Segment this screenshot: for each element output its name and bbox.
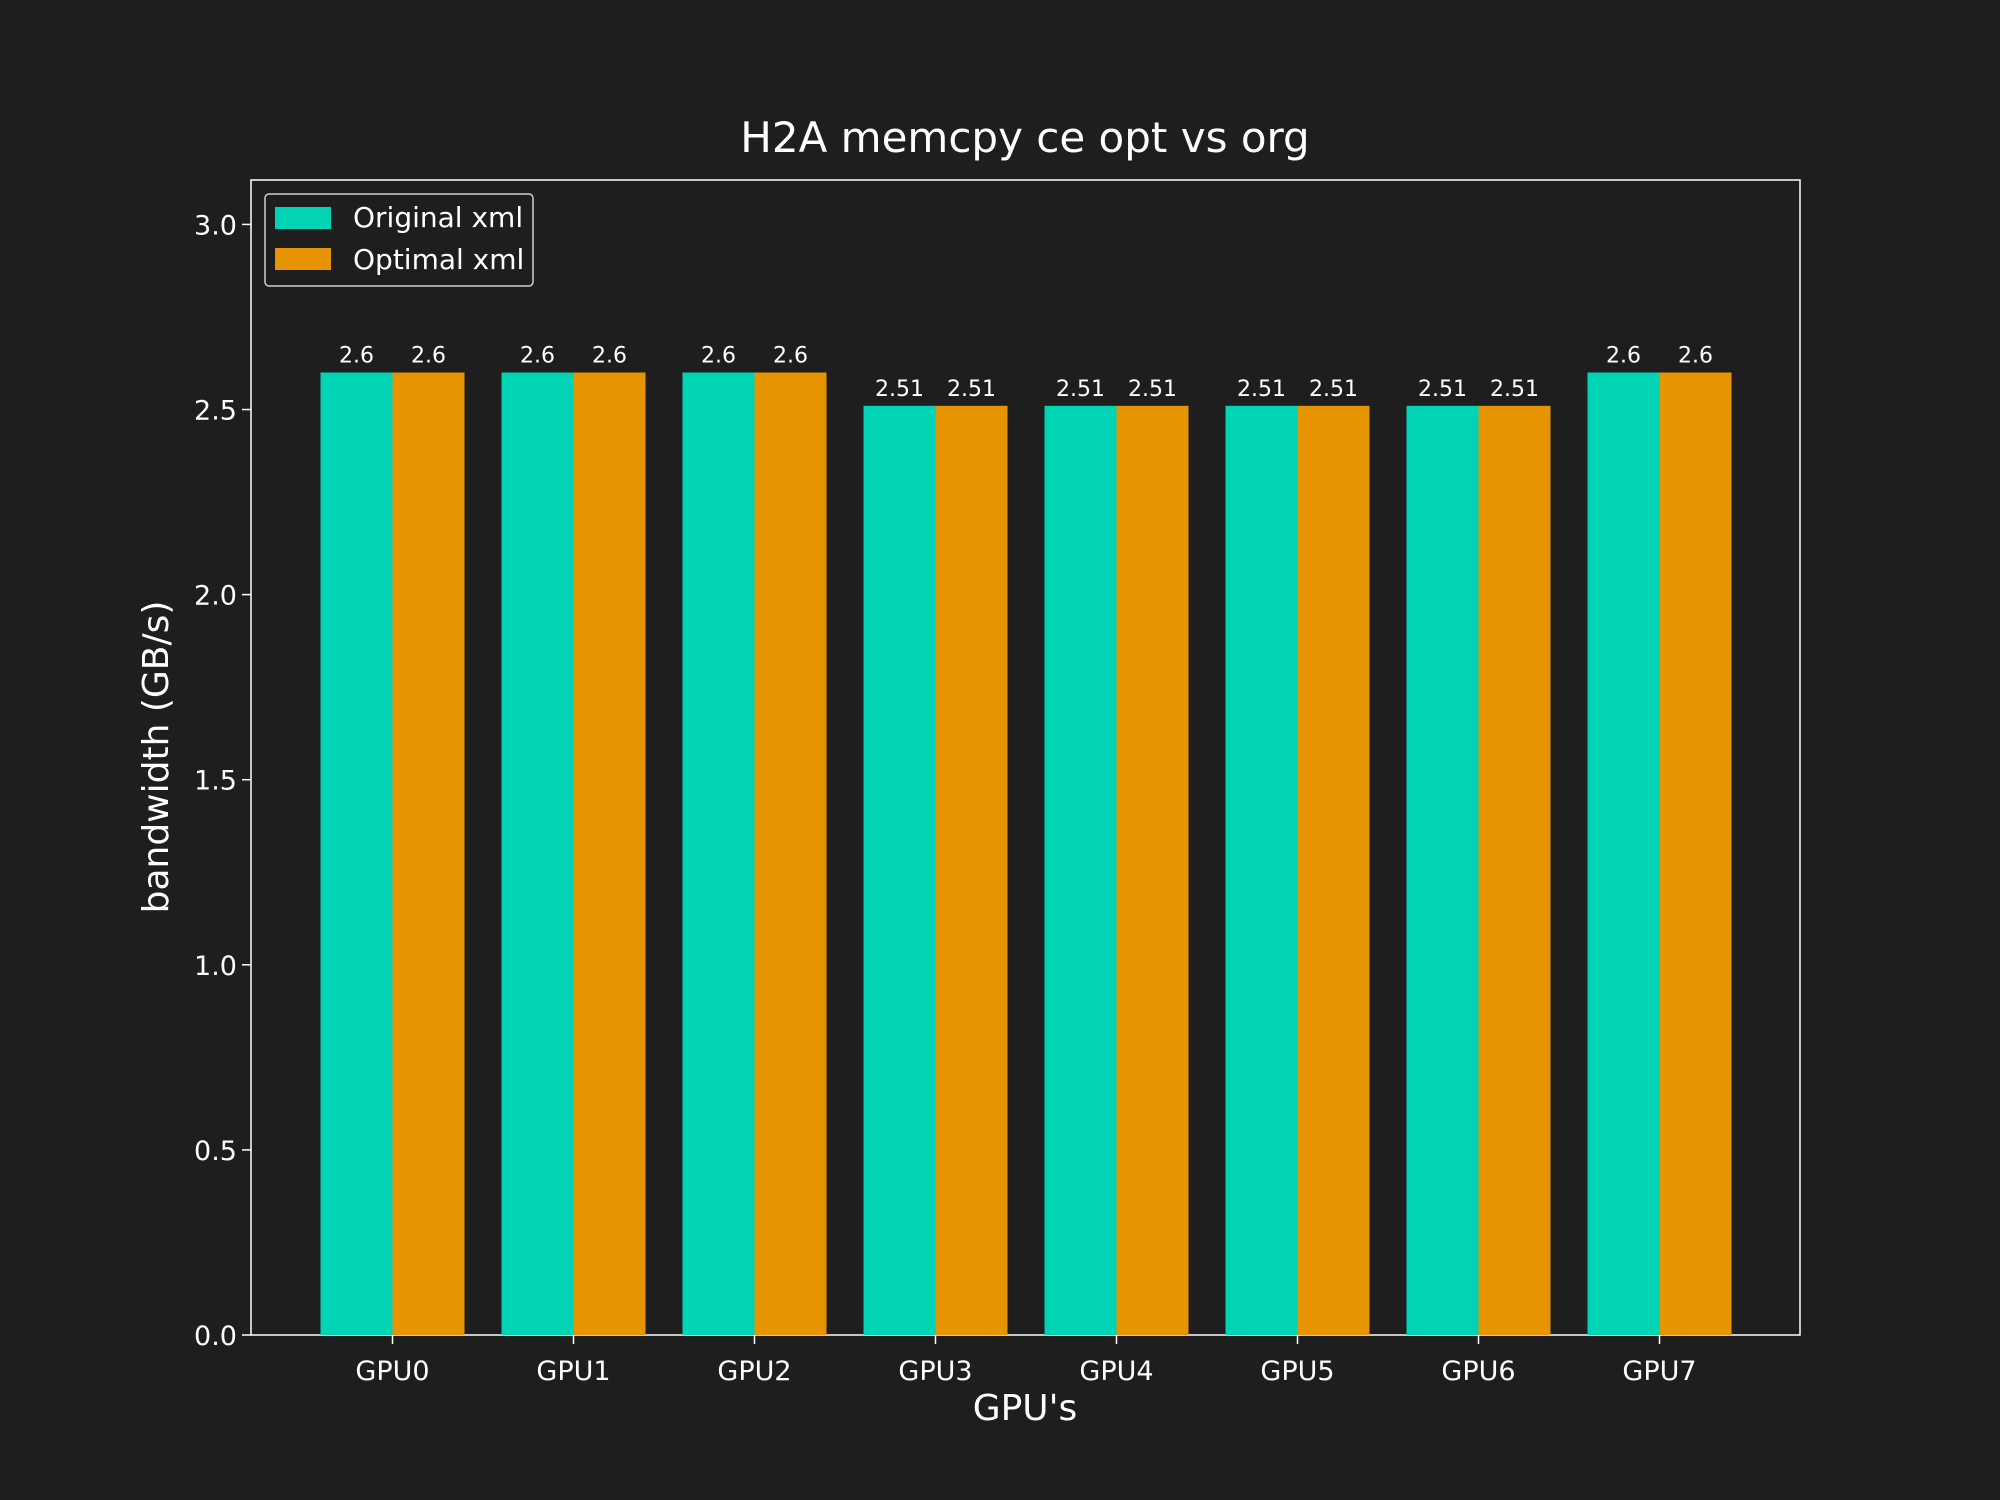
bar-optimal-gpu7 bbox=[1659, 372, 1732, 1335]
plot-area bbox=[250, 179, 1801, 1336]
bar-original-gpu5 bbox=[1225, 405, 1298, 1335]
y-tick-label: 1.0 bbox=[194, 951, 237, 982]
y-axis-label: bandwidth (GB/s) bbox=[136, 601, 177, 914]
y-tick-label: 0.0 bbox=[194, 1321, 237, 1352]
x-tick-label: GPU4 bbox=[1079, 1356, 1153, 1387]
data-label: 2.51 bbox=[1128, 377, 1177, 402]
bar-original-gpu0 bbox=[320, 372, 393, 1335]
data-label: 2.51 bbox=[875, 377, 924, 402]
bar-optimal-gpu1 bbox=[573, 372, 646, 1335]
chart-title: H2A memcpy ce opt vs org bbox=[740, 113, 1309, 162]
legend: Original xml Optimal xml bbox=[264, 193, 534, 287]
data-label: 2.6 bbox=[520, 344, 555, 369]
bar-original-gpu4 bbox=[1044, 405, 1117, 1335]
x-tick-label: GPU2 bbox=[717, 1356, 791, 1387]
data-label: 2.51 bbox=[947, 377, 996, 402]
bar-original-gpu7 bbox=[1587, 372, 1660, 1335]
x-tick-label: GPU0 bbox=[355, 1356, 429, 1387]
data-label: 2.51 bbox=[1309, 377, 1358, 402]
x-axis: GPU0 GPU1 GPU2 GPU3 GPU4 GPU5 GPU6 GPU7 bbox=[355, 1335, 1697, 1387]
bar-optimal-gpu2 bbox=[754, 372, 827, 1335]
legend-swatch-optimal bbox=[275, 248, 331, 270]
x-tick-label: GPU6 bbox=[1441, 1356, 1515, 1387]
data-label: 2.6 bbox=[1678, 344, 1713, 369]
x-tick-label: GPU1 bbox=[536, 1356, 610, 1387]
data-label: 2.51 bbox=[1490, 377, 1539, 402]
bar-optimal-gpu3 bbox=[935, 405, 1008, 1335]
y-tick-label: 0.5 bbox=[194, 1136, 237, 1167]
legend-box bbox=[264, 193, 534, 287]
data-labels-group: 2.6 2.6 2.6 2.6 2.6 2.6 2.51 2.51 2.51 2.51 2.51 2.… bbox=[339, 344, 1713, 402]
data-label: 2.6 bbox=[773, 344, 808, 369]
bar-optimal-gpu4 bbox=[1116, 405, 1189, 1335]
data-label: 2.6 bbox=[339, 344, 374, 369]
y-axis: 0.0 0.5 1.0 1.5 2.0 2.5 3.0 bbox=[194, 210, 251, 1352]
x-tick-label: GPU7 bbox=[1622, 1356, 1696, 1387]
data-label: 2.51 bbox=[1418, 377, 1467, 402]
bar-original-gpu6 bbox=[1406, 405, 1479, 1335]
x-tick-label: GPU5 bbox=[1260, 1356, 1334, 1387]
bar-optimal-gpu5 bbox=[1297, 405, 1370, 1335]
y-tick-label: 1.5 bbox=[194, 766, 237, 797]
x-axis-label: GPU's bbox=[973, 1388, 1078, 1429]
data-label: 2.6 bbox=[592, 344, 627, 369]
y-tick-label: 2.5 bbox=[194, 396, 237, 427]
y-tick-label: 3.0 bbox=[194, 210, 237, 241]
legend-swatch-original bbox=[275, 207, 331, 229]
y-tick-label: 2.0 bbox=[194, 581, 237, 612]
bar-optimal-gpu0 bbox=[392, 372, 465, 1335]
data-label: 2.6 bbox=[701, 344, 736, 369]
x-tick-label: GPU3 bbox=[898, 1356, 972, 1387]
legend-label-original: Original xml bbox=[353, 201, 523, 234]
bar-original-gpu2 bbox=[682, 372, 755, 1335]
bar-original-gpu1 bbox=[501, 372, 574, 1335]
bar-optimal-gpu6 bbox=[1478, 405, 1551, 1335]
data-label: 2.51 bbox=[1237, 377, 1286, 402]
data-label: 2.6 bbox=[1606, 344, 1641, 369]
data-label: 2.51 bbox=[1056, 377, 1105, 402]
bar-original-gpu3 bbox=[863, 405, 936, 1335]
bars-group bbox=[320, 372, 1732, 1335]
legend-label-optimal: Optimal xml bbox=[353, 243, 524, 276]
data-label: 2.6 bbox=[411, 344, 446, 369]
